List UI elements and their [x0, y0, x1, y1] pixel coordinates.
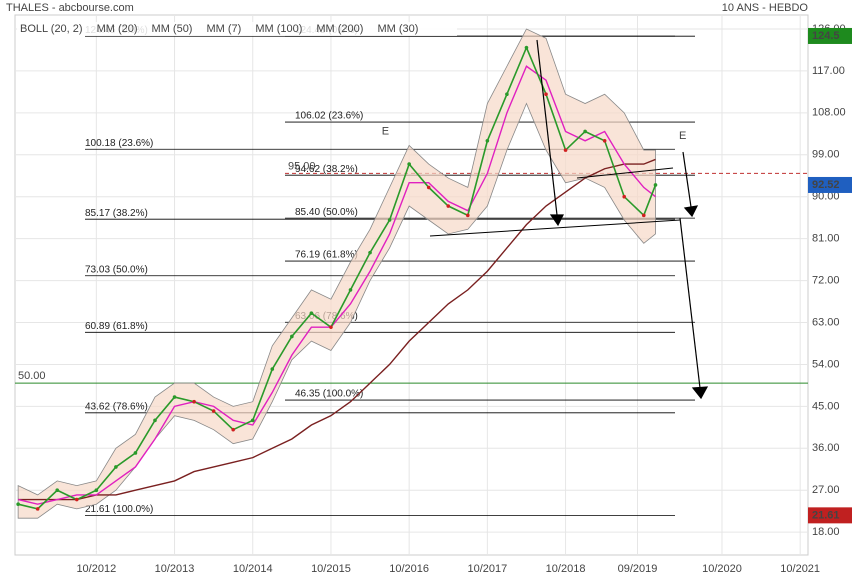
- level-label: 95.00: [288, 160, 316, 172]
- legend-label: MM (30): [377, 23, 418, 35]
- price-point: [466, 213, 470, 218]
- price-badge: [808, 176, 852, 193]
- y-tick-label: 36.00: [812, 442, 840, 454]
- price-point: [74, 497, 79, 502]
- y-tick-label: 45.00: [812, 400, 840, 412]
- bollinger-band: [17, 28, 656, 519]
- ma-line: [18, 158, 656, 501]
- x-tick-label: 10/2020: [702, 563, 742, 575]
- price-point: [653, 183, 658, 187]
- price-point: [290, 334, 294, 339]
- price-point: [16, 502, 20, 507]
- price-point: [329, 325, 333, 329]
- x-tick-label: 09/2019: [618, 563, 658, 575]
- legend-bg: [17, 22, 457, 36]
- price-point: [133, 451, 138, 455]
- price-point: [641, 213, 646, 218]
- fib-label: 100.18 (23.6%): [85, 138, 153, 149]
- x-tick-label: 10/2016: [389, 563, 429, 575]
- level-label: 50.00: [18, 370, 46, 382]
- price-point: [211, 409, 216, 413]
- price-badge-label: 124.5: [812, 30, 840, 42]
- arrows: [429, 39, 709, 400]
- price-point: [544, 92, 548, 97]
- price-point: [309, 311, 314, 315]
- legend-label: BOLL (20, 2): [20, 23, 83, 35]
- price-badge: [808, 27, 852, 44]
- fib-label: 43.62 (78.6%): [85, 401, 148, 412]
- fib-label: 85.40 (50.0%): [295, 207, 358, 218]
- fib-label: 46.35 (100.0%): [295, 389, 363, 400]
- y-tick-label: 54.00: [812, 358, 840, 370]
- price-point: [622, 194, 627, 199]
- annotation: E: [679, 130, 686, 142]
- fib-label: 76.19 (61.8%): [295, 250, 358, 261]
- y-tick-label: 81.00: [812, 233, 840, 245]
- annotation: E: [382, 125, 389, 137]
- fib-label: 21.61 (100.0%): [85, 504, 153, 515]
- y-tick-label: 72.00: [812, 274, 840, 286]
- plot-frame: [14, 14, 809, 556]
- price-point: [387, 218, 392, 222]
- y-tick-label: 18.00: [812, 526, 840, 538]
- price-point: [94, 488, 99, 493]
- price-point: [114, 465, 118, 469]
- x-tick-label: 10/2015: [311, 563, 351, 575]
- price-point: [524, 45, 529, 50]
- fib-label: 73.03 (50.0%): [85, 264, 148, 275]
- price-point: [250, 418, 255, 423]
- price-point: [505, 92, 509, 97]
- legend-label: MM (100): [255, 23, 302, 35]
- price-line: [17, 45, 657, 510]
- price-point: [153, 418, 157, 423]
- fib-label: 60.89 (61.8%): [85, 321, 148, 332]
- chart-title: THALES - abcbourse.com: [6, 2, 134, 14]
- price-point: [407, 162, 411, 166]
- fib-label: 85.17 (38.2%): [85, 208, 148, 219]
- price-point: [172, 395, 177, 399]
- y-tick-label: 27.00: [812, 484, 840, 496]
- chart-subtitle: 10 ANS - HEBDO: [722, 2, 809, 14]
- fib-label: 106.02 (23.6%): [295, 111, 363, 122]
- legend-label: MM (7): [206, 23, 241, 35]
- price-point: [583, 129, 587, 134]
- ma-line: [17, 65, 656, 505]
- legend-label: MM (50): [152, 23, 193, 35]
- price-point: [602, 138, 607, 143]
- x-tick-label: 10/2021: [780, 563, 820, 575]
- y-tick-label: 63.00: [812, 316, 840, 328]
- price-point: [55, 488, 60, 493]
- legend-label: MM (200): [316, 23, 363, 35]
- price-badge-label: 21.61: [812, 509, 840, 521]
- y-tick-label: 99.00: [812, 149, 840, 161]
- price-point: [485, 138, 490, 143]
- x-tick-label: 10/2012: [76, 563, 116, 575]
- x-tick-label: 10/2013: [155, 563, 195, 575]
- x-tick-label: 10/2017: [467, 563, 507, 575]
- price-point: [368, 250, 372, 255]
- price-badge: [808, 507, 852, 524]
- price-point: [35, 507, 40, 511]
- price-point: [192, 399, 196, 404]
- price-point: [231, 427, 235, 432]
- x-tick-label: 10/2018: [546, 563, 586, 575]
- y-tick-label: 108.00: [812, 107, 846, 119]
- fib-label: 94.62 (38.2%): [295, 164, 358, 175]
- y-tick-label: 90.00: [812, 191, 840, 203]
- x-tick-label: 10/2014: [233, 563, 273, 575]
- price-point: [446, 204, 451, 208]
- price-point: [270, 367, 275, 371]
- y-tick-label: 117.00: [812, 65, 845, 77]
- price-point: [426, 185, 431, 190]
- price-point: [348, 288, 353, 292]
- price-badge-label: 92.52: [812, 179, 840, 191]
- price-point: [563, 148, 568, 152]
- legend-label: MM (20): [97, 23, 138, 35]
